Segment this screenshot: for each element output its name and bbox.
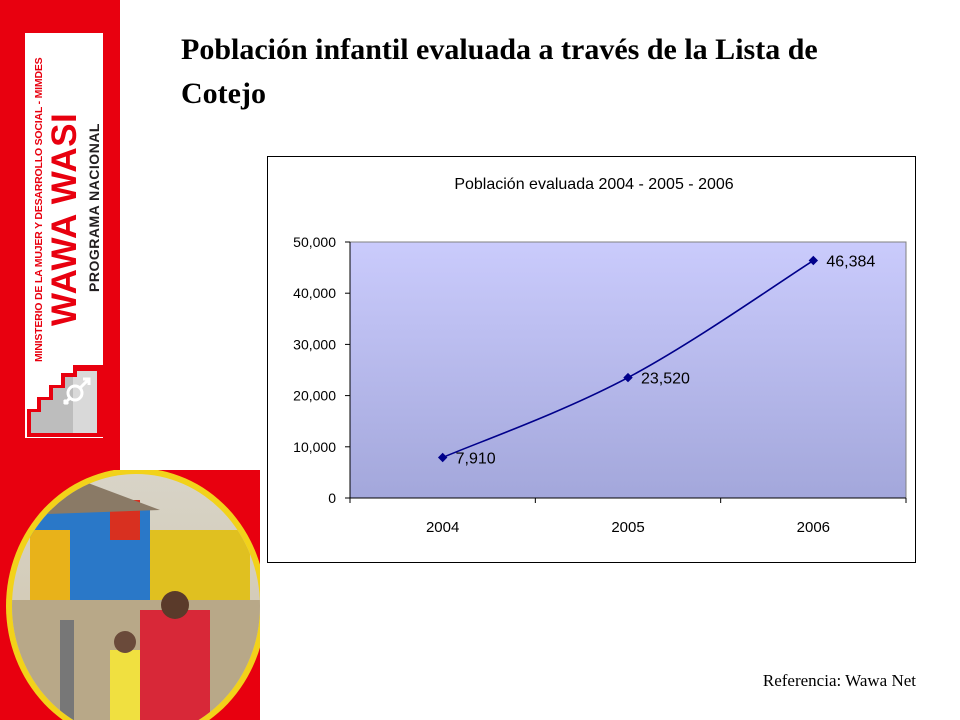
data-point [623,372,633,383]
y-tick-label: 10,000 [293,439,336,455]
data-label: 7,910 [456,451,496,468]
x-tick-label: 2005 [611,519,644,536]
y-tick-label: 30,000 [293,336,336,352]
axes: 0 10,000 20,000 30,000 40,000 50,000 2004 2005 2… [293,234,907,536]
plot-area [349,241,907,499]
data-label: 46,384 [826,254,875,271]
series-marks: 7,910 23,520 46,384 [437,254,875,468]
chart-title: Población evaluada 2004 - 2005 - 2006 [454,176,733,193]
slide-title: Población infantil evaluada a través de … [181,33,818,110]
y-tick-label: 0 [328,490,336,506]
stairs-logo-icon [27,365,103,437]
x-tick-label: 2006 [797,519,830,536]
chart-frame: Población evaluada 2004 - 2005 - 2006 0 1… [267,156,916,563]
reference-note: Referencia: Wawa Net [762,671,916,690]
x-tick-label: 2004 [426,519,459,536]
y-tick-label: 40,000 [293,285,336,301]
gender-symbol-icon [62,377,91,406]
line-chart: Población evaluada 2004 - 2005 - 2006 0 1… [293,176,907,536]
y-tick-label: 20,000 [293,388,336,404]
data-label: 23,520 [641,371,690,388]
data-point [808,255,819,266]
y-tick-label: 50,000 [293,234,336,250]
program-label: PROGRAMA NACIONAL [86,123,102,292]
brand-name: WAWA WASI [45,112,84,326]
data-point [437,452,448,463]
nursery-photo [0,470,260,720]
